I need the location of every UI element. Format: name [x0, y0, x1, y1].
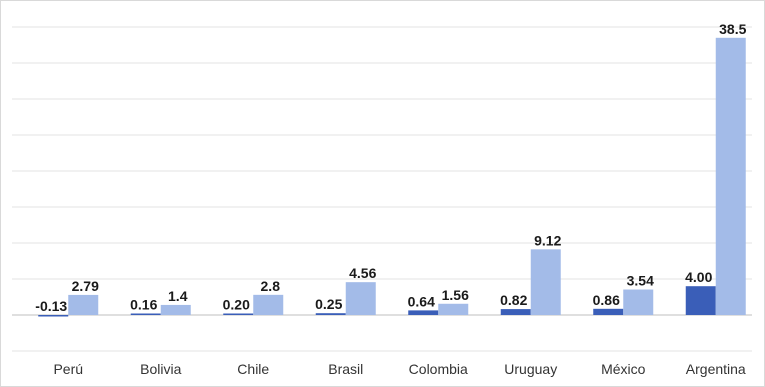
data-label-series2-argentina: 38.5 — [719, 21, 746, 37]
data-label-series1-bolivia: 0.16 — [130, 297, 157, 313]
bar-series1-uruguay — [500, 309, 531, 315]
data-label-series1-méxico: 0.86 — [593, 292, 620, 308]
data-label-series1-brasil: 0.25 — [315, 296, 342, 312]
bar-series1-colombia — [408, 310, 439, 315]
data-labels: -0.13 2.79 0.16 1.4 0.20 2.8 0.25 4.56 0.64 1.56 0… — [35, 21, 746, 314]
category-label-chile: Chile — [237, 361, 269, 377]
bar-series2-colombia — [438, 303, 469, 315]
bar-series2-perú — [68, 294, 99, 315]
bar-series2-uruguay — [530, 249, 561, 315]
category-label-uruguay: Uruguay — [504, 361, 557, 377]
bar-series2-méxico — [623, 289, 654, 315]
category-label-argentina: Argentina — [686, 361, 746, 377]
category-label-bolivia: Bolivia — [140, 361, 181, 377]
data-label-series1-argentina: 4.00 — [685, 269, 712, 285]
bar-series1-bolivia — [130, 313, 161, 315]
bar-series1-brasil — [315, 313, 346, 315]
data-label-series2-brasil: 4.56 — [349, 265, 376, 281]
data-label-series2-bolivia: 1.4 — [168, 288, 188, 304]
bar-series2-argentina — [715, 37, 746, 316]
bar-series2-bolivia — [160, 304, 191, 315]
data-label-series2-uruguay: 9.12 — [534, 232, 561, 248]
category-label-méxico: México — [601, 361, 646, 377]
bar-series2-brasil — [345, 282, 376, 315]
bars — [38, 37, 746, 317]
data-label-series2-chile: 2.8 — [261, 278, 281, 294]
data-label-series2-méxico: 3.54 — [627, 273, 654, 289]
data-label-series2-perú: 2.79 — [72, 278, 99, 294]
category-label-brasil: Brasil — [328, 361, 363, 377]
category-label-perú: Perú — [53, 361, 83, 377]
category-label-colombia: Colombia — [409, 361, 468, 377]
bar-series1-argentina — [685, 286, 716, 315]
data-label-series1-uruguay: 0.82 — [500, 292, 527, 308]
bar-series1-méxico — [593, 308, 624, 315]
bar-series1-perú — [38, 315, 69, 317]
data-label-series1-perú: -0.13 — [35, 298, 67, 314]
bar-series2-chile — [253, 294, 284, 315]
data-label-series2-colombia: 1.56 — [442, 287, 469, 303]
bar-series1-chile — [223, 313, 254, 315]
data-label-series1-colombia: 0.64 — [408, 293, 435, 309]
data-label-series1-chile: 0.20 — [223, 297, 250, 313]
category-labels: Perú Bolivia Chile Brasil Colombia Uruguay Méx… — [53, 361, 745, 377]
